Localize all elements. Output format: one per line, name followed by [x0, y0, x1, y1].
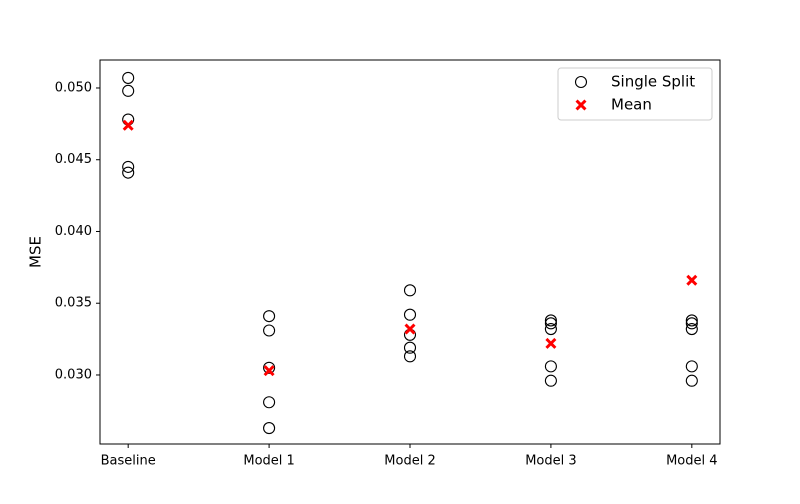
x-tick-label: Model 4	[666, 454, 717, 469]
y-tick-label: 0.035	[55, 296, 92, 311]
point	[263, 422, 276, 435]
y-axis-label: MSE	[27, 236, 45, 268]
mean-marker	[545, 337, 557, 349]
plot-frame	[99, 59, 721, 445]
point	[263, 396, 276, 409]
point	[685, 314, 698, 327]
point	[544, 360, 557, 373]
point	[685, 360, 698, 373]
point	[122, 71, 135, 84]
y-tick-label: 0.050	[55, 80, 92, 95]
point	[544, 323, 557, 336]
point	[263, 361, 276, 374]
point	[403, 350, 417, 363]
point	[685, 374, 698, 387]
point	[685, 317, 698, 330]
point	[544, 374, 557, 387]
point	[122, 160, 135, 173]
legend-box	[557, 67, 713, 121]
legend-label: Mean	[611, 96, 652, 114]
point	[544, 317, 557, 330]
point	[685, 323, 698, 336]
y-tick-label: 0.040	[55, 224, 92, 239]
x-tick-label: Model 2	[384, 454, 435, 469]
point	[122, 166, 135, 179]
mean-marker	[404, 323, 416, 335]
legend-label: Single Split	[611, 73, 695, 91]
x-tick-label: Baseline	[101, 454, 156, 469]
x-tick-label: Model 1	[243, 454, 294, 469]
point	[263, 310, 276, 323]
legend-marker	[575, 99, 587, 111]
point	[403, 341, 417, 354]
y-tick-label: 0.030	[55, 367, 92, 382]
point	[403, 308, 417, 321]
point	[263, 324, 276, 337]
legend-marker	[574, 75, 588, 89]
y-tick-label: 0.045	[55, 152, 92, 167]
mean-marker	[686, 274, 698, 286]
point	[122, 84, 135, 97]
x-tick-label: Model 3	[525, 454, 576, 469]
mean-marker	[122, 119, 134, 131]
mean-marker	[263, 365, 275, 377]
point	[403, 284, 417, 297]
point	[544, 314, 557, 327]
